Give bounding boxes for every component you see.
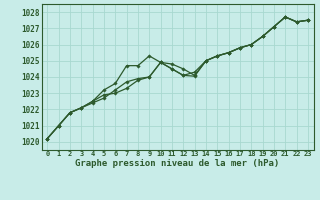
X-axis label: Graphe pression niveau de la mer (hPa): Graphe pression niveau de la mer (hPa) [76,159,280,168]
